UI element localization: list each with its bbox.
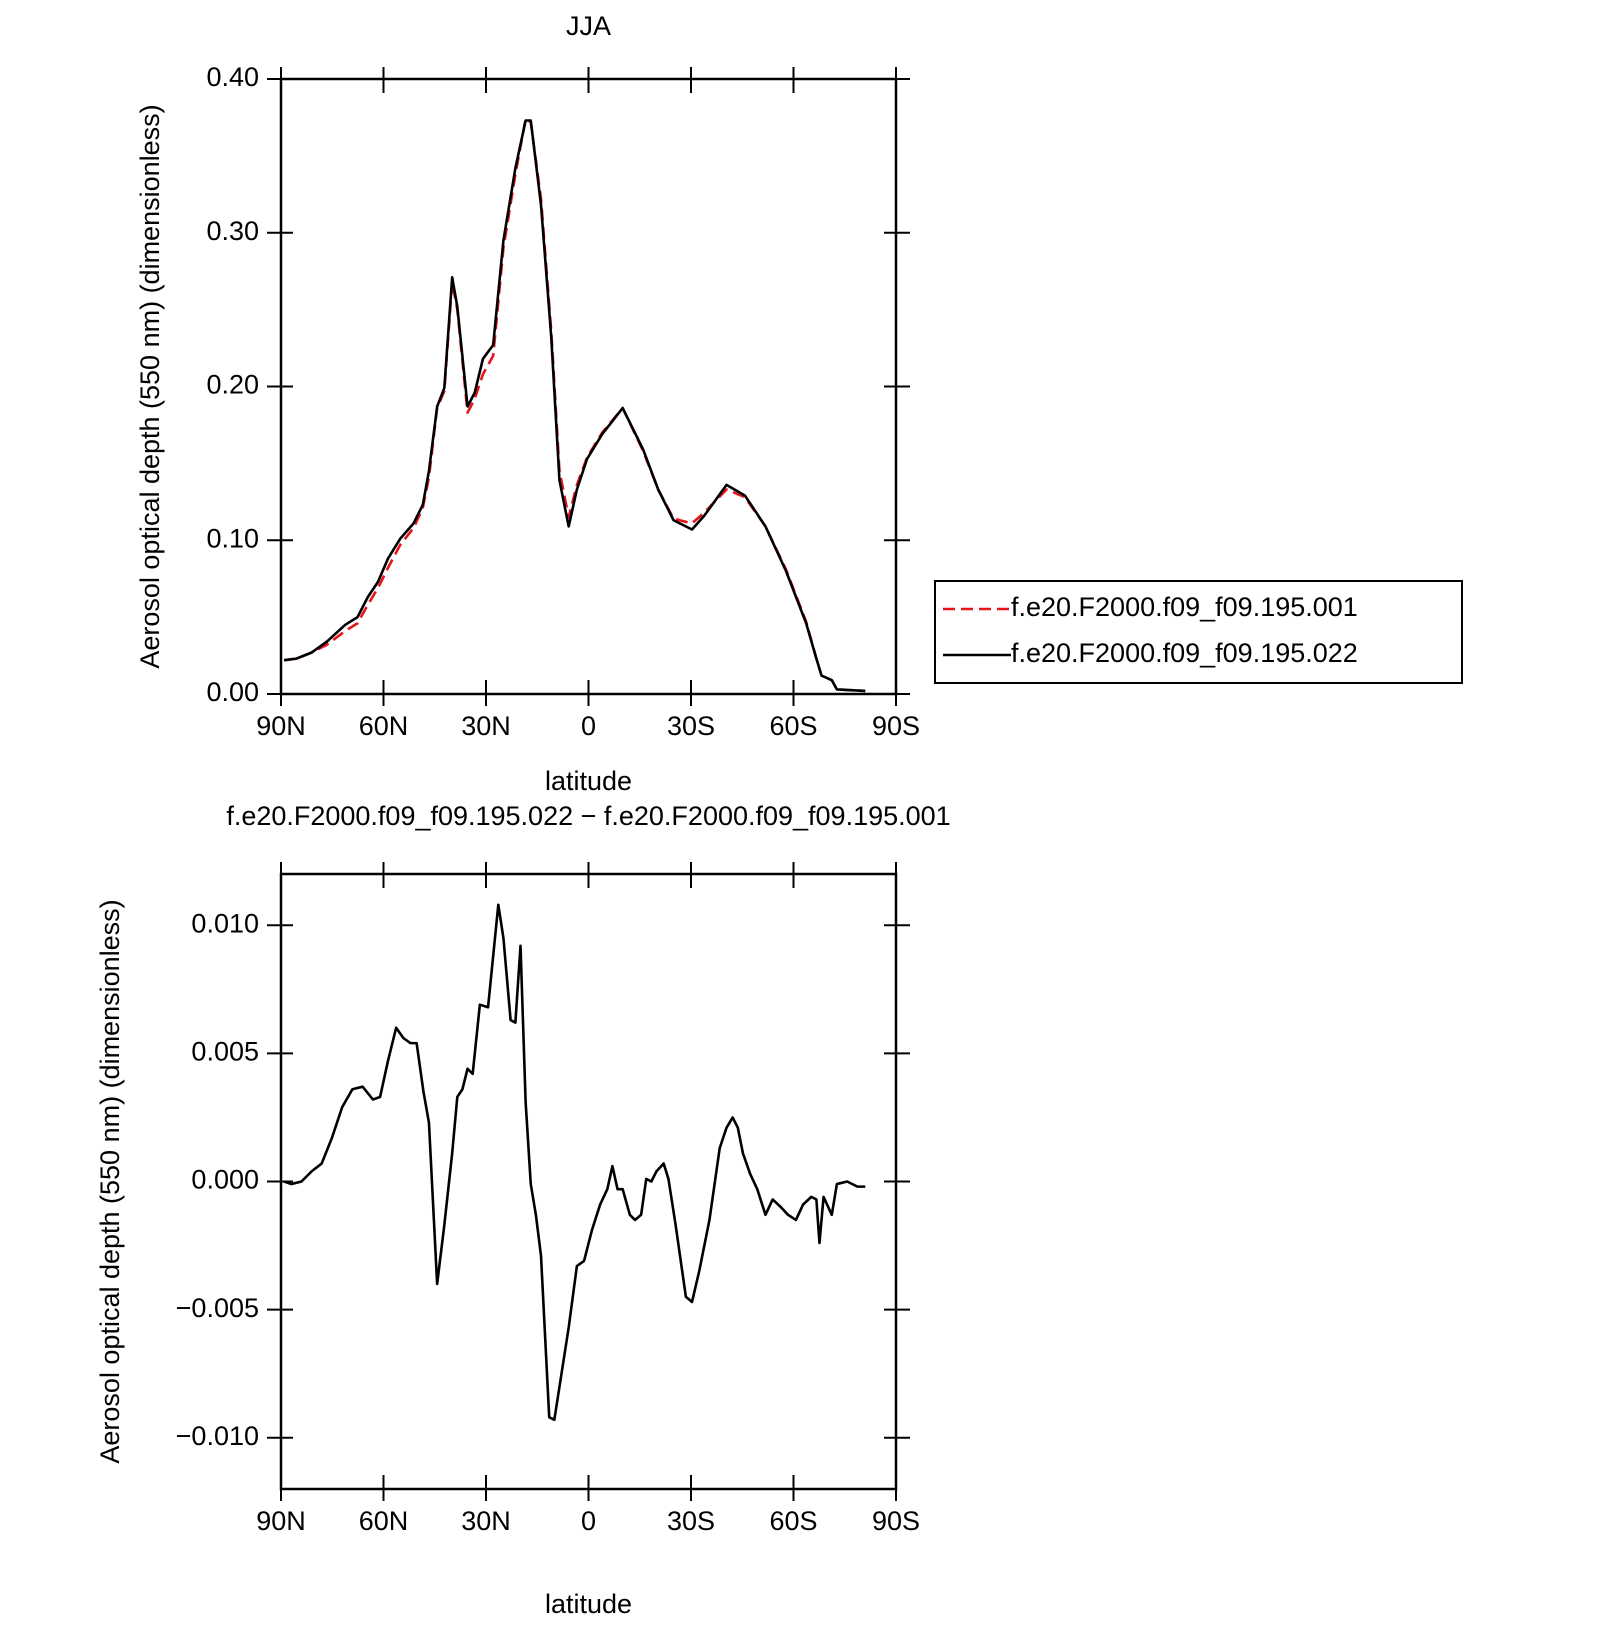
x-tick-label: 60S (769, 1506, 817, 1536)
y-tick-label: 0.00 (206, 677, 259, 707)
x-tick-label: 0 (581, 711, 596, 741)
x-tick-label: 60S (769, 711, 817, 741)
series-line (283, 119, 866, 693)
y-tick-label: 0.10 (206, 523, 259, 553)
legend-label: f.e20.F2000.f09_f09.195.022 (1011, 638, 1358, 668)
y-tick-label: −0.010 (176, 1421, 259, 1451)
x-tick-label: 30S (667, 1506, 715, 1536)
chart-title: f.e20.F2000.f09_f09.195.022 − f.e20.F200… (226, 801, 950, 831)
plot-frame (279, 77, 898, 696)
x-tick-label: 60N (359, 711, 409, 741)
x-axis-label: latitude (545, 766, 632, 796)
x-axis-label: latitude (545, 1589, 632, 1619)
series-line (283, 117, 866, 693)
series-line (283, 903, 866, 1422)
y-tick-label: 0.30 (206, 216, 259, 246)
y-tick-label: 0.20 (206, 370, 259, 400)
y-tick-label: −0.005 (176, 1293, 259, 1323)
legend-label: f.e20.F2000.f09_f09.195.001 (1011, 592, 1358, 622)
x-tick-label: 0 (581, 1506, 596, 1536)
plot-frame (279, 872, 898, 1491)
x-tick-label: 30N (461, 1506, 511, 1536)
chart-title: JJA (566, 11, 611, 41)
x-tick-label: 90N (256, 1506, 306, 1536)
legend-box (934, 580, 1463, 684)
x-tick-label: 30S (667, 711, 715, 741)
y-tick-label: 0.40 (206, 62, 259, 92)
y-axis-label: Aerosol optical depth (550 nm) (dimensio… (95, 899, 125, 1463)
y-axis-label: Aerosol optical depth (550 nm) (dimensio… (135, 104, 165, 668)
y-tick-label: 0.010 (191, 908, 259, 938)
x-tick-label: 60N (359, 1506, 409, 1536)
x-tick-label: 30N (461, 711, 511, 741)
x-tick-label: 90S (872, 711, 920, 741)
x-tick-label: 90N (256, 711, 306, 741)
x-tick-label: 90S (872, 1506, 920, 1536)
y-tick-label: 0.000 (191, 1165, 259, 1195)
y-tick-label: 0.005 (191, 1037, 259, 1067)
